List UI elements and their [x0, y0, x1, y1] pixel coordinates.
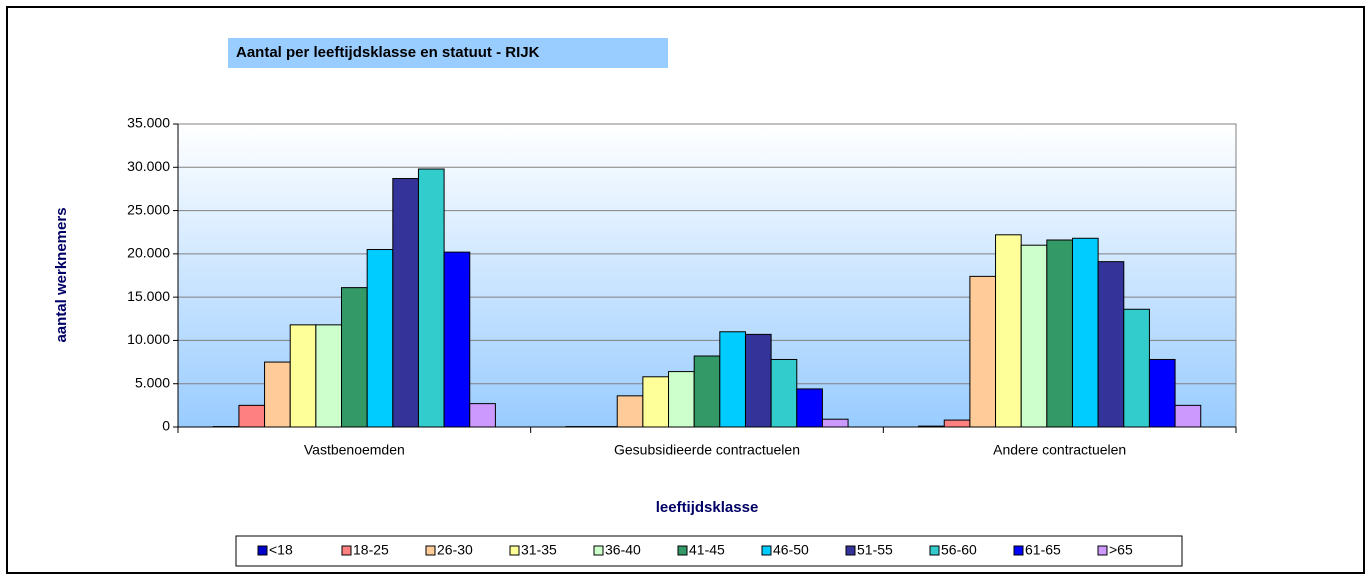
- chart-title: Aantal per leeftijdsklasse en statuut - …: [236, 44, 540, 61]
- bar: [797, 389, 823, 427]
- legend-label: 56-60: [941, 542, 977, 558]
- bar: [444, 252, 470, 427]
- bar: [694, 356, 720, 427]
- legend-swatch: [1014, 546, 1023, 555]
- x-tick-label: Vastbenoemden: [304, 442, 405, 458]
- y-tick-label: 15.000: [127, 288, 170, 304]
- bar: [822, 419, 848, 427]
- bar: [771, 359, 797, 427]
- bar: [1098, 262, 1124, 427]
- legend-swatch: [258, 546, 267, 555]
- bar: [1072, 238, 1098, 427]
- x-axis-label: leeftijdsklasse: [656, 499, 759, 516]
- legend-swatch: [426, 546, 435, 555]
- legend-swatch: [594, 546, 603, 555]
- bar: [617, 396, 643, 427]
- x-tick-label: Andere contractuelen: [993, 442, 1126, 458]
- bar: [1047, 240, 1073, 427]
- bar: [669, 372, 695, 427]
- legend-swatch: [930, 546, 939, 555]
- legend-label: 41-45: [689, 542, 725, 558]
- y-tick-label: 30.000: [127, 158, 170, 174]
- y-tick-label: 20.000: [127, 245, 170, 261]
- bar: [393, 179, 419, 427]
- bar: [418, 169, 444, 427]
- legend-swatch: [342, 546, 351, 555]
- bar: [1021, 245, 1047, 427]
- bar: [720, 332, 746, 427]
- bar: [944, 420, 970, 427]
- bar: [367, 250, 393, 427]
- legend-swatch: [762, 546, 771, 555]
- legend-label: >65: [1109, 542, 1133, 558]
- legend-label: 26-30: [437, 542, 473, 558]
- y-tick-label: 35.000: [127, 115, 170, 131]
- bar: [1124, 309, 1150, 427]
- legend-label: 36-40: [605, 542, 641, 558]
- y-tick-label: 5.000: [135, 374, 170, 390]
- bar: [919, 426, 945, 427]
- bar: [265, 362, 291, 427]
- bar: [1149, 359, 1175, 427]
- y-tick-label: 25.000: [127, 201, 170, 217]
- legend-swatch: [1098, 546, 1107, 555]
- bar: [470, 404, 496, 427]
- bar: [239, 405, 265, 427]
- bar: [316, 325, 342, 427]
- bar: [745, 334, 771, 427]
- legend-label: 51-55: [857, 542, 893, 558]
- y-axis-label: aantal werknemers: [53, 207, 70, 342]
- y-tick-label: 10.000: [127, 331, 170, 347]
- legend-label: 46-50: [773, 542, 809, 558]
- legend-label: 31-35: [521, 542, 557, 558]
- legend-swatch: [510, 546, 519, 555]
- legend-label: <18: [269, 542, 293, 558]
- bar: [996, 235, 1022, 427]
- legend-label: 18-25: [353, 542, 389, 558]
- x-tick-label: Gesubsidieerde contractuelen: [614, 442, 800, 458]
- bar: [290, 325, 316, 427]
- bar: [1175, 405, 1201, 427]
- legend-swatch: [678, 546, 687, 555]
- y-tick-label: 0: [162, 418, 170, 434]
- legend-label: 61-65: [1025, 542, 1061, 558]
- bar: [970, 276, 996, 427]
- bar: [342, 288, 368, 427]
- legend-swatch: [846, 546, 855, 555]
- bar: [643, 377, 669, 427]
